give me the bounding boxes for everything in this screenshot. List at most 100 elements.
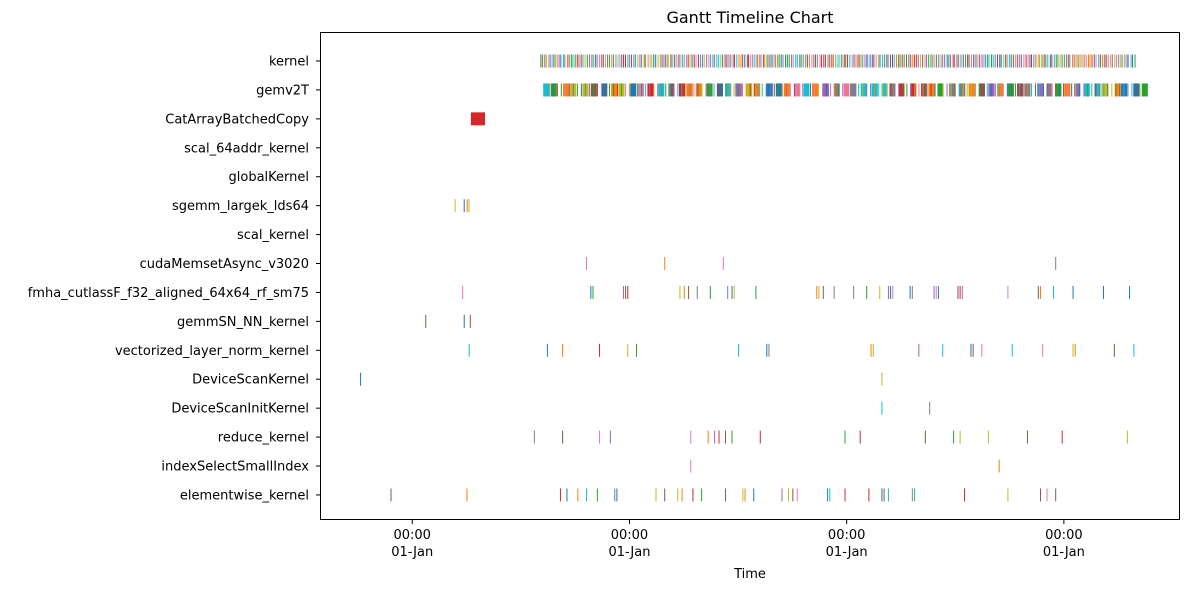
task-bar [664,257,666,271]
task-bar [741,83,743,97]
task-bar [612,54,614,68]
task-bar [1000,54,1002,68]
task-bar [608,54,610,68]
task-bar [668,83,675,97]
task-bar [867,54,869,68]
task-bar [1089,54,1091,68]
task-bar [835,54,837,68]
task-bar [859,54,861,68]
task-bar [667,54,669,68]
task-bar [716,54,718,68]
task-bar [586,54,588,68]
y-tick-label: vectorized_layer_norm_kernel [115,344,309,359]
task-bar [468,343,470,357]
task-bar [630,54,632,68]
task-bar [935,285,937,299]
task-bar [542,54,544,68]
task-bar [548,83,550,97]
task-bar [924,430,926,444]
task-bar [982,54,984,68]
task-bar [647,83,654,97]
task-bar [1030,54,1032,68]
task-bar [731,285,733,299]
task-bar [641,54,643,68]
task-bar [761,83,763,97]
task-bar [817,83,819,97]
task-bar [643,54,645,68]
task-bar [705,83,707,97]
task-bar [621,54,623,68]
task-bar [578,54,580,68]
task-bar [390,488,392,502]
task-bar [1101,83,1108,97]
task-bar [879,285,881,299]
task-bar [1102,285,1104,299]
task-bar [706,54,708,68]
task-bar [910,83,917,97]
task-bar [661,83,663,97]
task-bar [576,54,578,68]
task-bar [1119,83,1121,97]
task-bar [742,54,744,68]
task-bar [998,83,1000,97]
task-bar [1059,54,1061,68]
task-bar [554,54,556,68]
task-bar [1071,83,1073,97]
task-bar [1072,54,1074,68]
task-bar [792,54,794,68]
task-bar [725,430,727,444]
task-bar [777,54,779,68]
x-axis-label: Time [733,567,766,582]
task-bar [846,83,848,97]
task-bar [875,54,877,68]
task-bar [651,54,653,68]
task-bar [847,54,849,68]
task-bar [645,83,647,97]
task-bar [829,488,831,502]
task-bar [766,83,773,97]
task-bar [958,54,960,68]
task-bar [833,83,840,97]
task-bar [627,285,629,299]
task-bar [758,54,760,68]
task-bar [695,54,697,68]
task-bar [859,430,861,444]
task-bar [611,83,618,97]
task-bar [627,54,629,68]
task-bar [1020,54,1022,68]
task-bar [785,54,787,68]
task-bar [627,343,629,357]
task-bar [621,83,623,97]
task-bar [764,54,766,68]
task-bar [1010,54,1012,68]
task-bar [920,54,922,68]
task-bar [1105,54,1107,68]
task-bar [596,488,598,502]
task-bar [881,83,888,97]
task-bar [623,54,625,68]
task-bar [744,488,746,502]
task-bar [1012,54,1014,68]
task-bar [717,83,719,97]
task-bar [592,285,594,299]
task-bar [570,54,572,68]
task-bar [808,54,810,68]
task-bar [1046,488,1048,502]
task-bar [780,54,782,68]
task-bar [908,54,910,68]
task-bar [970,343,972,357]
task-bar [669,83,671,97]
task-bar [954,54,956,68]
task-bar [851,54,853,68]
task-bar [1037,285,1039,299]
task-bar [801,83,803,97]
task-bar [721,83,723,97]
task-bar [665,83,667,97]
task-bar [980,54,982,68]
task-bar [878,54,880,68]
task-bar [1002,83,1004,97]
task-bar [466,199,468,213]
task-bar [1075,83,1077,97]
task-bar [564,83,566,97]
task-bar [1111,54,1113,68]
